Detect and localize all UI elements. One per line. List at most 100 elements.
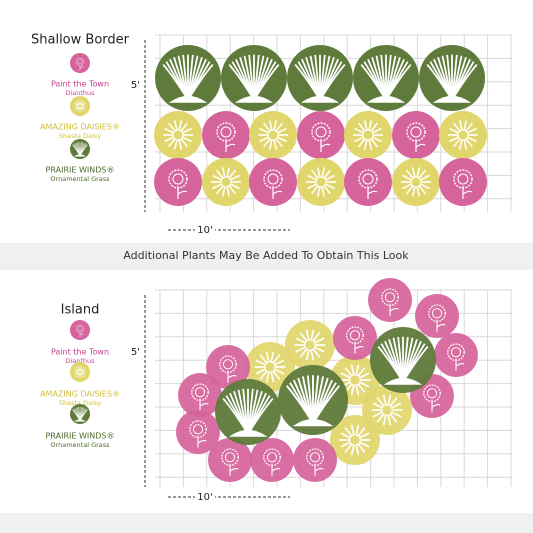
bloom bbox=[168, 169, 188, 189]
plant-circle bbox=[202, 158, 250, 206]
petal bbox=[212, 183, 222, 190]
petal bbox=[168, 122, 176, 132]
plant bbox=[70, 362, 90, 382]
plant bbox=[245, 342, 295, 392]
petal bbox=[272, 370, 281, 380]
petal bbox=[359, 372, 370, 379]
petal bbox=[316, 167, 321, 178]
petal bbox=[228, 185, 236, 195]
grass-base bbox=[432, 95, 472, 103]
plant-circle bbox=[392, 111, 440, 159]
petal bbox=[406, 169, 414, 179]
plant bbox=[202, 111, 250, 159]
plant bbox=[154, 111, 202, 159]
petal bbox=[277, 136, 287, 143]
legend-sub: Dianthus bbox=[65, 89, 95, 97]
petal bbox=[372, 411, 383, 418]
petal bbox=[358, 138, 366, 148]
petal bbox=[216, 169, 224, 179]
bloom-inner bbox=[172, 173, 184, 185]
plant-circle bbox=[154, 158, 202, 206]
bloom-inner bbox=[224, 452, 236, 463]
petal bbox=[226, 186, 231, 197]
plant-circle bbox=[154, 111, 202, 159]
petal bbox=[263, 122, 271, 132]
flower-center bbox=[304, 339, 316, 351]
grass-base bbox=[228, 429, 268, 437]
bloom-inner bbox=[349, 330, 361, 341]
petal bbox=[391, 411, 402, 418]
legend-name: PRAIRIE WINDS® bbox=[46, 432, 115, 441]
plant bbox=[70, 53, 90, 73]
flower-center bbox=[349, 434, 361, 446]
legend-sub: Ornamental Grass bbox=[50, 175, 110, 183]
petal bbox=[368, 139, 373, 150]
bloom bbox=[381, 288, 399, 307]
petal bbox=[275, 122, 283, 132]
petal bbox=[78, 373, 80, 379]
petal bbox=[359, 441, 370, 448]
petal bbox=[376, 413, 385, 423]
plant-circle bbox=[70, 53, 90, 73]
petal bbox=[81, 372, 86, 376]
petal bbox=[363, 139, 368, 150]
petal bbox=[467, 136, 477, 143]
plant bbox=[249, 158, 297, 206]
petal bbox=[164, 127, 174, 134]
plant-circle bbox=[176, 410, 220, 454]
plant-circle bbox=[70, 362, 90, 382]
petal bbox=[354, 136, 364, 143]
plant bbox=[392, 111, 440, 159]
petal bbox=[178, 120, 183, 131]
petal bbox=[305, 349, 310, 361]
plant bbox=[202, 158, 250, 206]
petal bbox=[259, 127, 269, 134]
petal bbox=[81, 373, 85, 378]
bloom bbox=[358, 169, 378, 189]
bloom-inner bbox=[362, 173, 374, 185]
bloom-inner bbox=[315, 126, 327, 138]
petal bbox=[230, 183, 240, 190]
petal bbox=[74, 368, 79, 372]
plant bbox=[297, 111, 345, 159]
petal bbox=[180, 122, 188, 132]
width-label: 10' bbox=[197, 492, 212, 503]
flower-center bbox=[381, 404, 393, 416]
petal bbox=[382, 414, 387, 426]
petal bbox=[273, 139, 278, 150]
bloom bbox=[447, 343, 465, 362]
bloom-inner bbox=[410, 126, 422, 138]
petal bbox=[350, 384, 355, 396]
petal bbox=[74, 372, 79, 376]
petal bbox=[363, 120, 368, 131]
bloom bbox=[428, 304, 446, 323]
petal bbox=[458, 139, 463, 150]
plant bbox=[155, 45, 221, 111]
flower-center bbox=[457, 129, 469, 141]
bloom-inner bbox=[266, 452, 278, 463]
plant-circle bbox=[439, 111, 487, 159]
petal bbox=[295, 346, 306, 353]
petal bbox=[305, 329, 310, 341]
petal bbox=[299, 348, 308, 358]
plant bbox=[344, 111, 392, 159]
petal bbox=[277, 127, 287, 134]
petal bbox=[221, 167, 226, 178]
petal bbox=[389, 413, 398, 423]
petal bbox=[370, 138, 378, 148]
note: Additional Plants May Be Added To Obtain… bbox=[123, 249, 409, 262]
petal bbox=[311, 169, 319, 179]
petal bbox=[372, 127, 382, 134]
plant bbox=[70, 404, 90, 424]
petal bbox=[81, 102, 86, 106]
petal bbox=[357, 443, 366, 453]
plant bbox=[434, 333, 478, 377]
plant bbox=[154, 158, 202, 206]
plant-circle bbox=[415, 294, 459, 338]
flower-center bbox=[349, 374, 361, 386]
plant bbox=[330, 415, 380, 465]
plant bbox=[439, 158, 487, 206]
petal bbox=[265, 371, 270, 383]
petal bbox=[80, 107, 82, 113]
plant-circle bbox=[208, 438, 252, 482]
